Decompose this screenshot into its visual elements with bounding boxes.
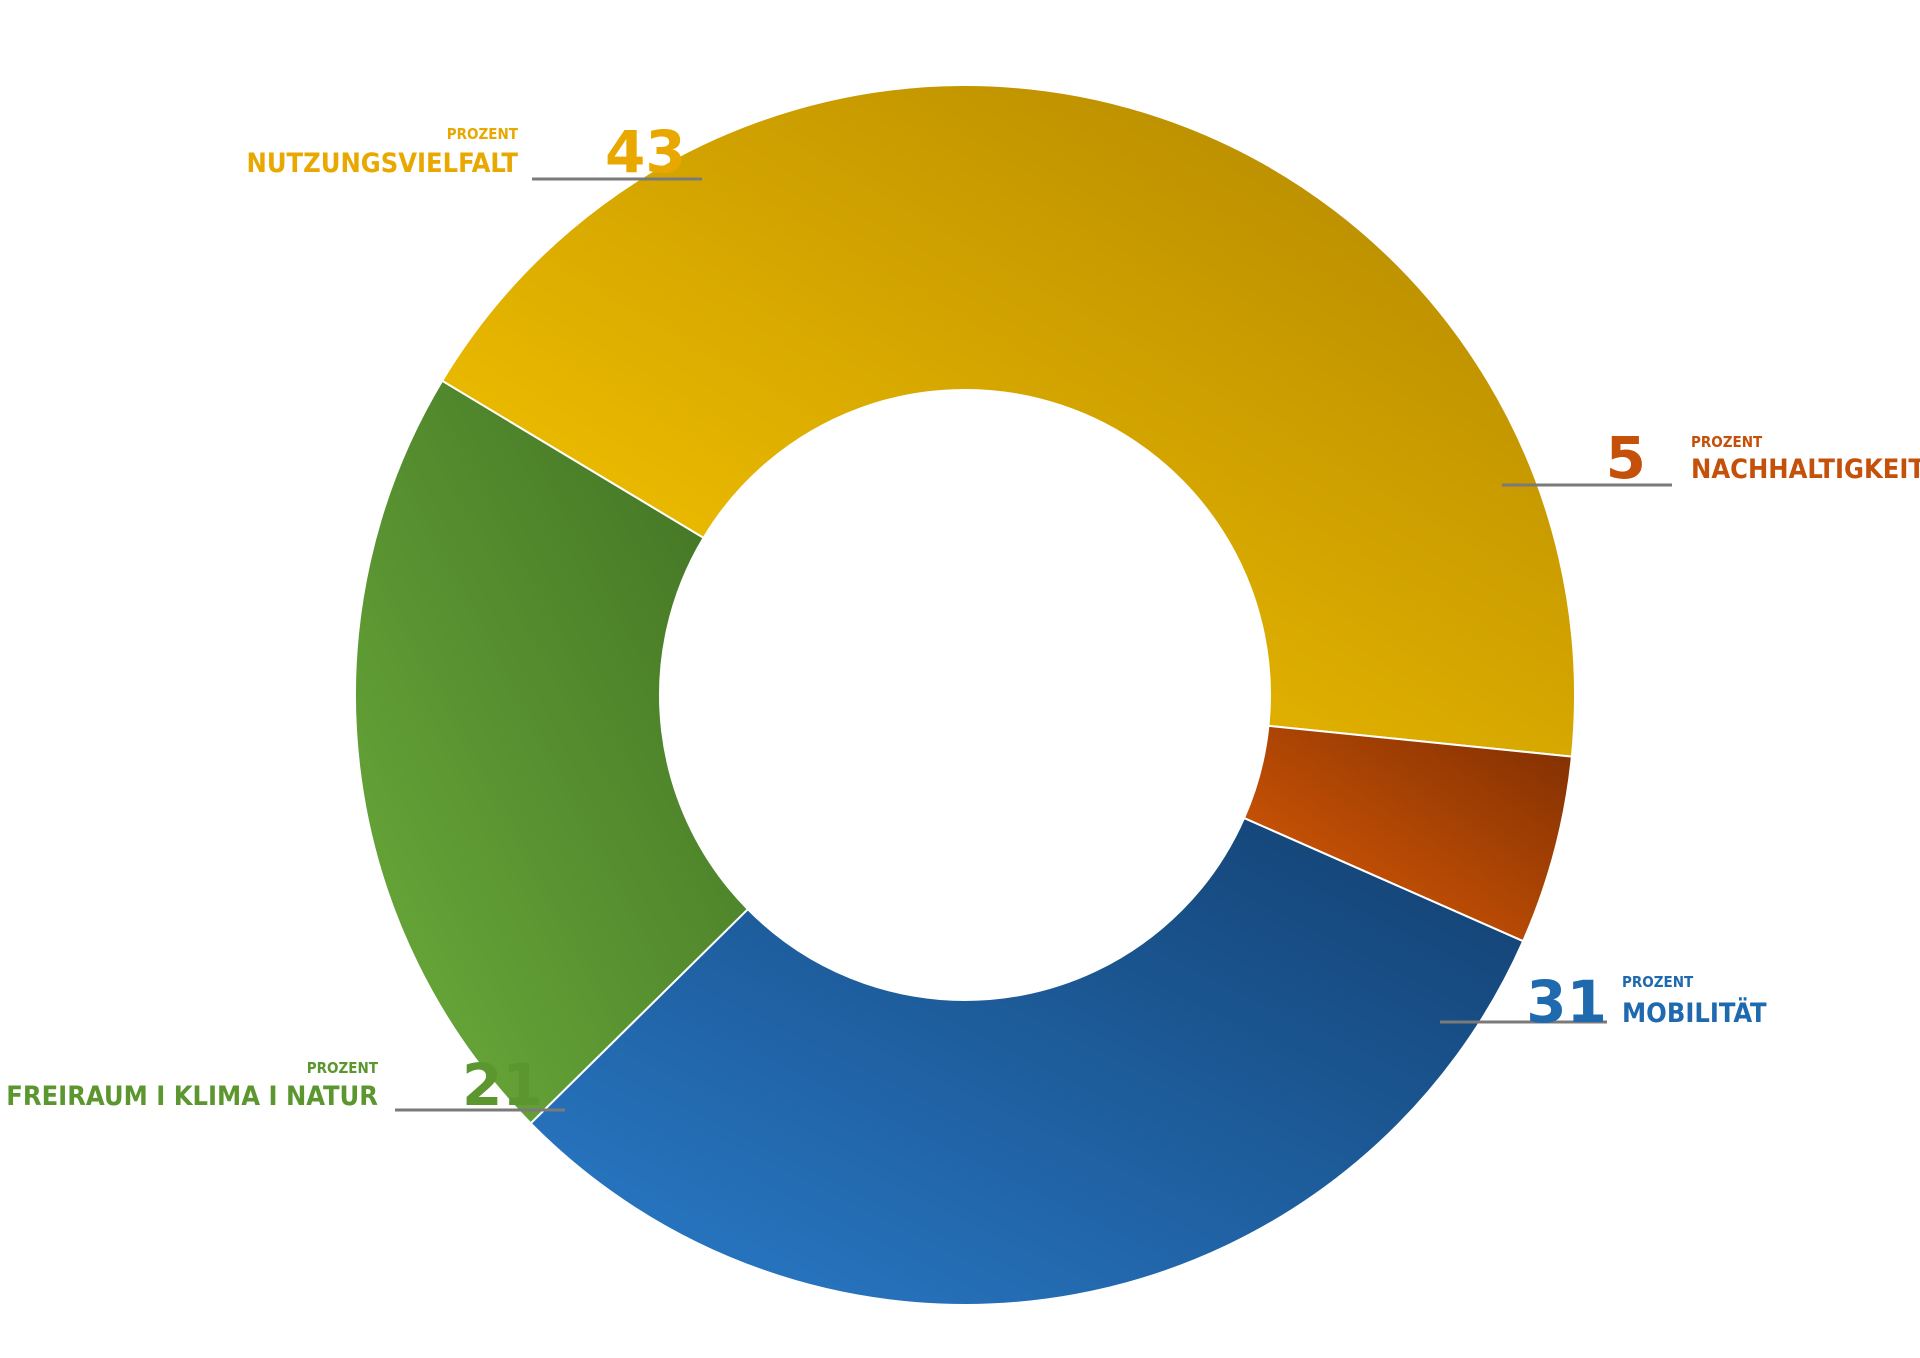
slice-mobilit-t <box>529 816 1525 1306</box>
unit-label: PROZENT <box>447 125 519 143</box>
donut-slices <box>354 84 1577 1306</box>
category-label: FREIRAUM I KLIMA I NATUR <box>6 1081 378 1112</box>
slice-nutzungsvielfalt <box>440 84 1577 758</box>
category-label: MOBILITÄT <box>1622 997 1767 1029</box>
value-label: 21 <box>462 1051 543 1119</box>
category-label: NUTZUNGSVIELFALT <box>246 148 518 179</box>
category-label: NACHHALTIGKEIT <box>1691 454 1920 485</box>
unit-label: PROZENT <box>307 1059 379 1077</box>
unit-label: PROZENT <box>1691 433 1763 451</box>
value-label: 5 <box>1606 424 1646 492</box>
value-label: 43 <box>605 118 686 186</box>
unit-label: PROZENT <box>1622 973 1694 991</box>
value-label: 31 <box>1526 968 1607 1036</box>
donut-labels: 43 PROZENT NUTZUNGSVIELFALT 5 PROZENT NACHHAL… <box>6 118 1920 1119</box>
slice-freiraum-i-klima-i-natur <box>354 379 750 1125</box>
